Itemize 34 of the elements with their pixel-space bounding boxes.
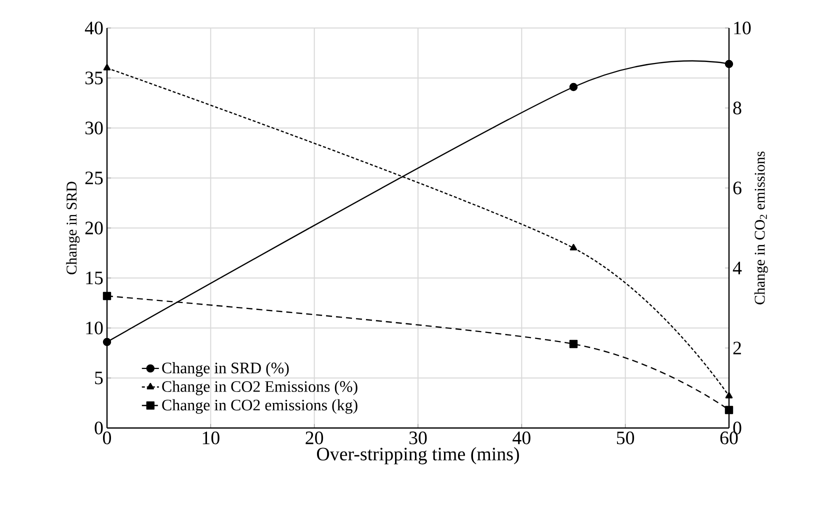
point (103, 64, 111, 70)
y-tick-label: 35 (85, 72, 103, 84)
x-axis-title: Over-stripping time (mins) (316, 447, 519, 464)
y-tick-label: 25 (85, 172, 103, 184)
legend-label: Change in CO2 Emissions (%) (162, 380, 358, 396)
y2-tick-label: 4 (732, 262, 742, 274)
y2-tick-label: 6 (733, 182, 742, 194)
point (102, 338, 112, 346)
y-tick-label: 10 (86, 322, 103, 334)
x-tick-label: 30 (409, 432, 427, 444)
x-tick-label: 50 (616, 432, 634, 444)
y-tick-label: 40 (84, 22, 103, 34)
y-tick-label: 5 (95, 372, 103, 384)
point (570, 244, 578, 250)
point (724, 406, 734, 414)
y-tick-label: 20 (85, 222, 103, 234)
x-tick-label: 10 (202, 432, 220, 444)
point (725, 392, 733, 398)
x-tick-label: 20 (306, 432, 324, 444)
legend-label: Change in CO2 emissions (kg) (162, 399, 358, 414)
y2-tick-label: 8 (733, 102, 742, 114)
y2-axis-title: Change in CO$_{2}$ emissions (754, 152, 768, 304)
y2-tick-label: 2 (733, 342, 741, 354)
y-tick-label: 0 (94, 422, 103, 434)
y-tick-label: 15 (86, 272, 103, 284)
y-tick-label: 30 (85, 122, 103, 134)
y-axis-title: Change in SRD (66, 182, 80, 274)
point (569, 340, 578, 348)
legend-label: Change in SRD (%) (162, 362, 289, 377)
point (569, 82, 578, 92)
y2-tick-label: 10 (734, 22, 751, 34)
point (102, 292, 112, 300)
x-tick-label: 0 (102, 432, 112, 444)
x-tick-label: 40 (512, 432, 530, 444)
